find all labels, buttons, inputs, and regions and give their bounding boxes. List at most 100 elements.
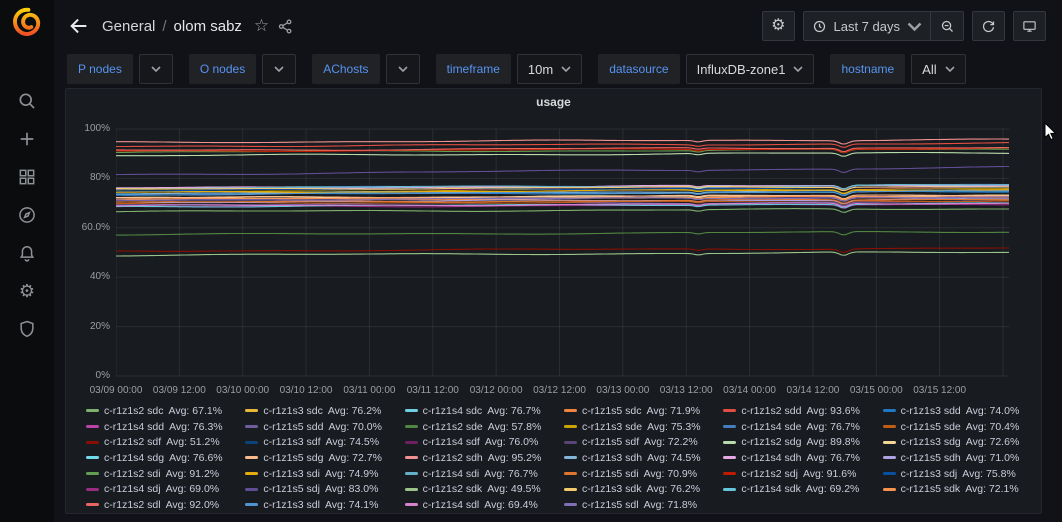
series-name[interactable]: c-r1z1s2 sdc <box>104 404 164 417</box>
series-color-swatch[interactable] <box>245 456 259 460</box>
series-color-swatch[interactable] <box>86 456 99 460</box>
series-color-swatch[interactable] <box>882 440 896 444</box>
series-color-swatch[interactable] <box>563 425 577 429</box>
series-name[interactable]: c-r1z1s4 sdg <box>104 451 165 464</box>
series-color-swatch[interactable] <box>404 409 418 413</box>
alerting-bell-icon[interactable] <box>0 234 54 272</box>
time-series-plot[interactable] <box>116 117 1009 385</box>
series-color-swatch[interactable] <box>86 472 99 476</box>
variable-dropdown-hostname[interactable]: All <box>911 54 966 84</box>
series-name[interactable]: c-r1z1s4 sdl <box>422 498 480 511</box>
cycle-view-button[interactable] <box>1013 11 1046 41</box>
series-color-swatch[interactable] <box>723 456 737 460</box>
series-name[interactable]: c-r1z1s5 sdd <box>263 420 324 433</box>
series-name[interactable]: c-r1z1s4 sde <box>741 420 802 433</box>
series-name[interactable]: c-r1z1s3 sdd <box>900 404 961 417</box>
series-name[interactable]: c-r1z1s2 sdh <box>422 451 483 464</box>
configuration-gear-icon[interactable]: ⚙ <box>0 272 54 310</box>
series-name[interactable]: c-r1z1s2 sdd <box>741 404 802 417</box>
series-color-swatch[interactable] <box>245 425 259 429</box>
series-color-swatch[interactable] <box>86 409 99 413</box>
share-icon[interactable] <box>273 14 298 39</box>
series-color-swatch[interactable] <box>245 440 259 444</box>
series-color-swatch[interactable] <box>86 425 99 429</box>
series-name[interactable]: c-r1z1s2 sdi <box>104 467 161 480</box>
series-color-swatch[interactable] <box>723 409 737 413</box>
series-color-swatch[interactable] <box>245 472 259 476</box>
series-color-swatch[interactable] <box>245 487 259 491</box>
series-name[interactable]: c-r1z1s3 sdh <box>581 451 643 464</box>
series-name[interactable]: c-r1z1s4 sdj <box>104 483 161 496</box>
series-color-swatch[interactable] <box>882 472 896 476</box>
series-name[interactable]: c-r1z1s2 sdg <box>741 436 802 449</box>
series-line[interactable] <box>116 251 1009 257</box>
series-line[interactable] <box>116 142 1009 148</box>
variable-dropdown-p-nodes[interactable] <box>138 54 173 84</box>
series-color-swatch[interactable] <box>563 487 577 491</box>
series-name[interactable]: c-r1z1s2 sdf <box>104 436 162 449</box>
variable-label-timeframe[interactable]: timeframe <box>435 54 511 84</box>
series-color-swatch[interactable] <box>723 472 737 476</box>
series-color-swatch[interactable] <box>563 456 577 460</box>
series-name[interactable]: c-r1z1s4 sdh <box>741 451 802 464</box>
series-color-swatch[interactable] <box>404 487 418 491</box>
series-color-swatch[interactable] <box>86 440 99 444</box>
explore-compass-icon[interactable] <box>0 196 54 234</box>
series-color-swatch[interactable] <box>882 487 896 491</box>
series-line[interactable] <box>116 208 1009 213</box>
series-color-swatch[interactable] <box>563 440 577 444</box>
series-line[interactable] <box>116 165 1009 176</box>
series-line[interactable] <box>116 184 1009 190</box>
star-icon[interactable]: ☆ <box>242 12 273 40</box>
series-name[interactable]: c-r1z1s5 sdk <box>900 483 961 496</box>
series-name[interactable]: c-r1z1s3 sdf <box>263 436 321 449</box>
time-range-picker[interactable]: Last 7 days <box>804 12 931 40</box>
variable-label-achosts[interactable]: AChosts <box>312 54 380 84</box>
variable-dropdown-datasource[interactable]: InfluxDB-zone1 <box>685 54 815 84</box>
series-color-swatch[interactable] <box>404 456 418 460</box>
series-name[interactable]: c-r1z1s4 sdk <box>741 483 801 496</box>
series-line[interactable] <box>116 146 1009 153</box>
series-line[interactable] <box>116 196 1009 202</box>
series-line[interactable] <box>116 138 1009 145</box>
series-line[interactable] <box>116 147 1009 153</box>
series-color-swatch[interactable] <box>245 409 259 413</box>
refresh-button[interactable] <box>972 11 1005 41</box>
series-name[interactable]: c-r1z1s3 sdk <box>581 483 642 496</box>
series-line[interactable] <box>116 189 1009 194</box>
breadcrumb-folder[interactable]: General <box>102 17 156 35</box>
series-name[interactable]: c-r1z1s5 sdl <box>581 498 639 511</box>
series-name[interactable]: c-r1z1s4 sdc <box>422 404 483 417</box>
series-line[interactable] <box>116 200 1009 205</box>
series-name[interactable]: c-r1z1s2 sdl <box>104 498 161 511</box>
series-name[interactable]: c-r1z1s5 sdf <box>581 436 640 449</box>
series-color-swatch[interactable] <box>723 440 737 444</box>
grafana-logo[interactable] <box>0 0 54 44</box>
series-line[interactable] <box>116 202 1009 208</box>
panel-title[interactable]: usage <box>536 95 571 109</box>
series-name[interactable]: c-r1z1s3 sdj <box>900 467 958 480</box>
series-name[interactable]: c-r1z1s2 sdj <box>741 467 798 480</box>
zoom-out-button[interactable] <box>931 12 963 40</box>
series-name[interactable]: c-r1z1s5 sdh <box>900 451 961 464</box>
dashboard-settings-button[interactable]: ⚙ <box>762 11 795 41</box>
series-name[interactable]: c-r1z1s5 sdj <box>263 483 320 496</box>
series-name[interactable]: c-r1z1s4 sdd <box>104 420 165 433</box>
series-color-swatch[interactable] <box>404 472 418 476</box>
series-name[interactable]: c-r1z1s3 sde <box>581 420 643 433</box>
series-name[interactable]: c-r1z1s2 sdk <box>422 483 483 496</box>
series-color-swatch[interactable] <box>563 409 577 413</box>
back-arrow-icon[interactable] <box>64 11 94 41</box>
series-line[interactable] <box>116 194 1009 200</box>
variable-label-hostname[interactable]: hostname <box>830 54 906 84</box>
series-line[interactable] <box>116 198 1009 204</box>
variable-dropdown-o-nodes[interactable] <box>262 54 297 84</box>
series-name[interactable]: c-r1z1s5 sdg <box>263 451 324 464</box>
dashboards-icon[interactable] <box>0 158 54 196</box>
series-color-swatch[interactable] <box>404 425 418 429</box>
series-color-swatch[interactable] <box>86 503 99 507</box>
series-name[interactable]: c-r1z1s3 sdg <box>900 436 961 449</box>
series-color-swatch[interactable] <box>245 503 259 507</box>
series-name[interactable]: c-r1z1s4 sdi <box>422 467 480 480</box>
series-name[interactable]: c-r1z1s5 sde <box>900 420 961 433</box>
